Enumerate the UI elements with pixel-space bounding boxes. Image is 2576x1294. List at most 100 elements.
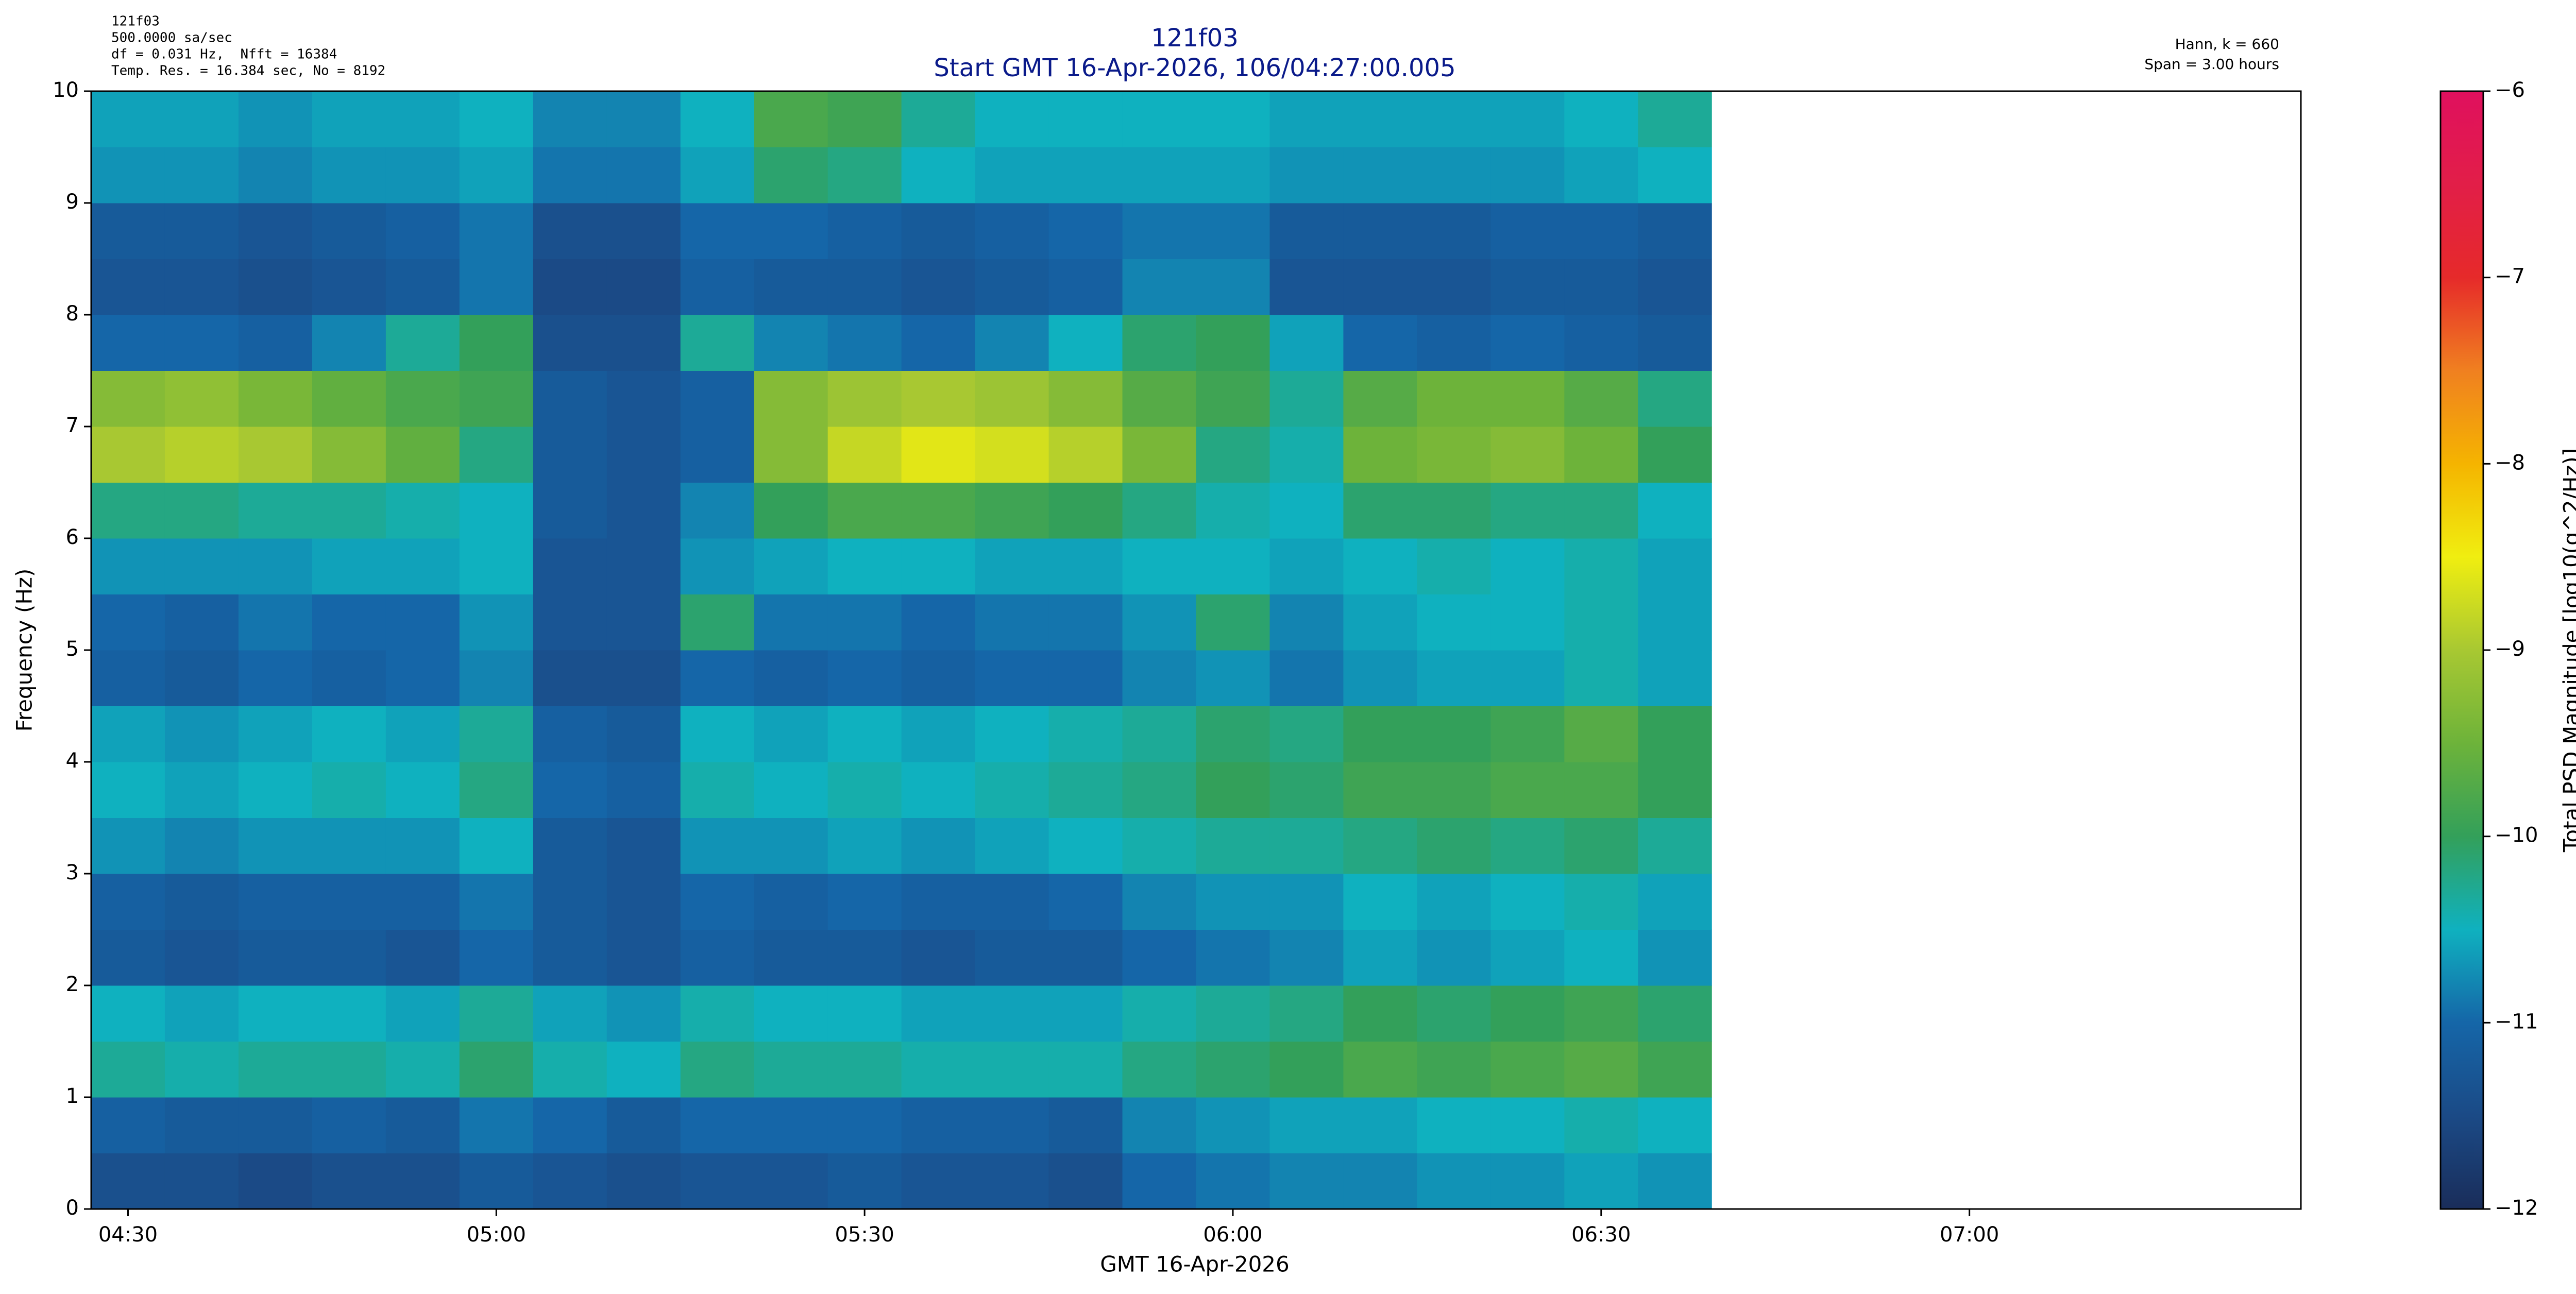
heatmap-cell: [827, 929, 902, 986]
heatmap-cell: [164, 762, 239, 818]
heatmap-cell: [91, 203, 165, 259]
heatmap-cell: [1048, 706, 1123, 762]
heatmap-cell: [459, 818, 534, 874]
heatmap-cell: [1564, 1097, 1638, 1153]
heatmap-cell: [1343, 706, 1417, 762]
heatmap-cell: [1196, 482, 1270, 539]
heatmap-cell: [459, 1153, 534, 1210]
x-tick-label: 06:30: [1571, 1223, 1631, 1247]
heatmap-cell: [1122, 482, 1196, 539]
heatmap-cell: [312, 538, 386, 594]
heatmap-cell: [164, 1153, 239, 1210]
heatmap-cell: [164, 929, 239, 986]
heatmap-cell: [1417, 650, 1491, 706]
heatmap-cell: [1196, 1097, 1270, 1153]
y-tick-label: 1: [66, 1084, 79, 1108]
heatmap-cell: [238, 594, 313, 651]
heatmap-cell: [533, 147, 607, 203]
heatmap-cell: [975, 985, 1049, 1042]
heatmap-cell: [238, 147, 313, 203]
heatmap-cell: [754, 1041, 828, 1098]
heatmap-cell: [1638, 315, 1712, 371]
colorbar-label: Total PSD Magnitude [log10(g^2/Hz)]: [2559, 448, 2576, 853]
y-tick-label: 6: [66, 525, 79, 549]
heatmap-cell: [1564, 203, 1638, 259]
heatmap-cell: [1564, 147, 1638, 203]
heatmap-cell: [606, 929, 681, 986]
heatmap-cell: [312, 706, 386, 762]
heatmap-cell: [1196, 259, 1270, 315]
heatmap-cell: [975, 594, 1049, 651]
heatmap-cell: [1564, 594, 1638, 651]
heatmap-cell: [1490, 482, 1565, 539]
heatmap-cell: [164, 315, 239, 371]
heatmap-cell: [1564, 1041, 1638, 1098]
heatmap-cell: [1269, 427, 1344, 483]
heatmap-cell: [1122, 203, 1196, 259]
heatmap-cell: [606, 706, 681, 762]
heatmap-cell: [385, 91, 460, 147]
heatmap-cell: [459, 1041, 534, 1098]
heatmap-cell: [754, 706, 828, 762]
heatmap-cell: [385, 706, 460, 762]
heatmap-cell: [1196, 985, 1270, 1042]
heatmap-cell: [312, 427, 386, 483]
heatmap-cell: [754, 427, 828, 483]
heatmap-cell: [238, 370, 313, 427]
heatmap-cell: [1417, 482, 1491, 539]
heatmap-cell: [1048, 538, 1123, 594]
heatmap-cell: [1564, 482, 1638, 539]
heatmap-cell: [754, 91, 828, 147]
heatmap-cell: [827, 315, 902, 371]
heatmap-cell: [827, 147, 902, 203]
heatmap-cell: [533, 1153, 607, 1210]
heatmap-cell: [459, 315, 534, 371]
heatmap-cell: [680, 370, 755, 427]
heatmap-cell: [1417, 147, 1491, 203]
y-tick-label: 10: [53, 78, 79, 102]
colorbar-tick-label: −9: [2495, 637, 2525, 661]
heatmap-cell: [164, 91, 239, 147]
heatmap-cell: [385, 147, 460, 203]
heatmap-cell: [1269, 650, 1344, 706]
heatmap-cell: [680, 706, 755, 762]
heatmap-cell: [238, 91, 313, 147]
heatmap-cell: [1343, 482, 1417, 539]
heatmap-cell: [91, 985, 165, 1042]
heatmap-cell: [1490, 203, 1565, 259]
heatmap-cell: [91, 706, 165, 762]
heatmap-cell: [1269, 762, 1344, 818]
heatmap-cell: [1638, 818, 1712, 874]
heatmap-cell: [1269, 818, 1344, 874]
heatmap-cell: [901, 818, 976, 874]
heatmap-cell: [459, 650, 534, 706]
heatmap-cell: [680, 259, 755, 315]
heatmap-cell: [827, 818, 902, 874]
x-tick-label: 05:00: [467, 1223, 526, 1247]
heatmap-cell: [533, 874, 607, 930]
heatmap-cell: [312, 929, 386, 986]
heatmap-cell: [754, 1153, 828, 1210]
heatmap-cell: [827, 482, 902, 539]
heatmap-cell: [1343, 370, 1417, 427]
heatmap-cell: [1490, 538, 1565, 594]
heatmap-cell: [975, 650, 1049, 706]
heatmap-cell: [385, 985, 460, 1042]
heatmap-cell: [1196, 762, 1270, 818]
heatmap-cell: [1122, 762, 1196, 818]
heatmap-cell: [1343, 594, 1417, 651]
heatmap-cell: [385, 594, 460, 651]
heatmap-cell: [312, 1153, 386, 1210]
heatmap-cell: [975, 203, 1049, 259]
heatmap-cell: [901, 203, 976, 259]
heatmap-cell: [238, 1153, 313, 1210]
heatmap-cell: [238, 762, 313, 818]
heatmap-cell: [1122, 1041, 1196, 1098]
heatmap-cell: [901, 538, 976, 594]
heatmap-cell: [1564, 91, 1638, 147]
heatmap-cell: [1048, 370, 1123, 427]
heatmap-cell: [901, 594, 976, 651]
heatmap-cell: [1269, 1153, 1344, 1210]
heatmap-cell: [459, 929, 534, 986]
heatmap-cell: [606, 818, 681, 874]
